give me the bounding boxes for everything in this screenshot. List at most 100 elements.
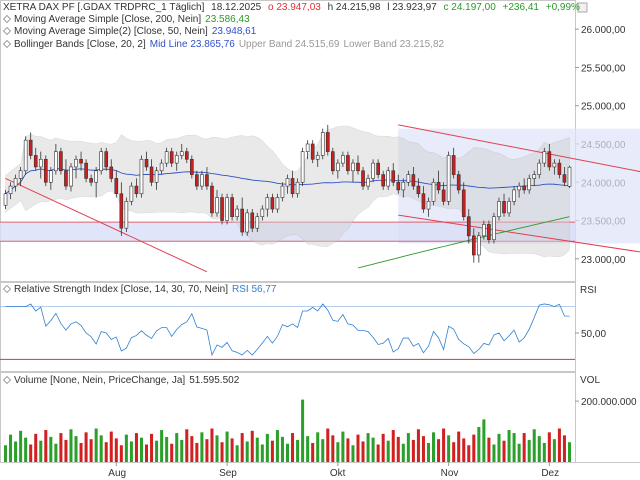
candle-body (144, 158, 149, 168)
bollinger-upper: Upper Band 24.515,69 (238, 39, 340, 50)
volume-bar (391, 430, 395, 462)
candle-body (502, 201, 506, 214)
volume-bar (512, 433, 516, 462)
diamond-icon (3, 15, 11, 24)
candle-body (371, 162, 375, 179)
candle-body (43, 158, 48, 183)
bollinger-legend[interactable]: Bollinger Bands [Close, 20, 2] Mid Line 2… (3, 39, 448, 50)
ma50-value: 23.948,61 (211, 26, 257, 37)
volume-bar (462, 438, 466, 462)
volume-bar (250, 430, 254, 462)
rsi-axis-title: RSI (580, 285, 597, 296)
candle-body (487, 224, 491, 240)
volume-bar (59, 433, 63, 462)
rsi-line (5, 303, 570, 357)
volume-bar (210, 428, 214, 462)
candle-body (456, 174, 461, 191)
volume-bar (457, 431, 461, 462)
volume-bar (507, 430, 511, 462)
bollinger-mid: Mid Line 23.865,76 (149, 39, 235, 50)
candle-body (542, 151, 547, 164)
candle-body (441, 189, 446, 202)
volume-legend[interactable]: Volume [None, Nein, PriceChange, Ja] 51.5… (3, 375, 243, 386)
volume-bar (331, 435, 335, 462)
price-tick-label: 25.500,00 (581, 63, 626, 74)
candle-body (275, 197, 280, 210)
volume-bar (311, 442, 315, 462)
candle-body (512, 189, 516, 202)
change-percent: +0,99% (545, 2, 580, 13)
volume-bar (522, 433, 526, 462)
volume-bar (376, 444, 380, 462)
volume-bar (160, 430, 164, 462)
candle-body (280, 185, 285, 198)
volume-bar (245, 441, 249, 462)
candle-body (431, 181, 436, 202)
candle-body (18, 170, 23, 179)
candle-body (522, 185, 526, 191)
candle-body (290, 178, 295, 195)
candle-body (159, 162, 164, 172)
candle-body (310, 143, 315, 160)
volume-bar (180, 439, 184, 462)
volume-bar (542, 442, 546, 462)
candle-body (527, 178, 532, 191)
price-tick-label: 23.000,00 (581, 255, 626, 266)
candle-body (426, 201, 431, 210)
volume-value: 51.595.502 (189, 375, 240, 386)
candle-body (225, 197, 229, 221)
volume-bar (94, 428, 98, 462)
candle-body (205, 174, 209, 187)
volume-bar (4, 445, 8, 462)
candle-body (396, 181, 401, 191)
volume-bar (406, 433, 410, 462)
ma50-legend[interactable]: Moving Average Simple(2) [Close, 50, Nei… (3, 26, 260, 37)
volume-bar (64, 439, 68, 462)
candle-body (336, 162, 340, 172)
candle-body (179, 151, 184, 156)
volume-bar (361, 441, 365, 462)
price-tick-label: 25.000,00 (581, 102, 626, 113)
volume-bar (432, 432, 436, 462)
candle-body (411, 174, 416, 187)
volume-bar (109, 431, 113, 462)
ma200-legend[interactable]: Moving Average Simple [Close, 200, Nein]… (3, 14, 254, 25)
candle-body (174, 155, 179, 164)
candle-body (79, 158, 83, 164)
volume-bar (275, 430, 279, 462)
candle-body (436, 181, 441, 191)
month-label: Aug (108, 468, 126, 479)
volume-bar (270, 440, 274, 462)
diamond-icon (3, 27, 11, 36)
rsi-tick-label: 50,00 (581, 329, 606, 340)
volume-bar (220, 442, 224, 462)
candle-body (54, 151, 58, 172)
rsi-legend[interactable]: Relative Strength Index [Close, 14, 30, … (3, 284, 281, 295)
volume-bar (517, 443, 521, 462)
candle-body (471, 235, 476, 256)
candle-body (89, 178, 93, 183)
month-label: Sep (219, 468, 237, 479)
volume-bar (185, 429, 189, 462)
volume-bar (260, 444, 264, 462)
ma200-label: Moving Average Simple [Close, 200, Nein] (14, 14, 202, 25)
candle-body (285, 178, 290, 187)
candle-body (245, 212, 250, 233)
volume-bar (89, 439, 93, 462)
rsi-value: RSI 56,77 (232, 284, 277, 295)
volume-bar (49, 436, 53, 462)
candle-body (134, 185, 139, 195)
candle-body (492, 216, 496, 240)
volume-bar (472, 434, 476, 462)
volume-bar (235, 445, 239, 462)
change-value: +236,41 (502, 2, 539, 13)
volume-bar (240, 433, 244, 462)
candle-body (114, 178, 119, 195)
candle-body (532, 174, 537, 179)
support-band (0, 222, 575, 242)
candle-body (59, 151, 63, 172)
volume-bar (442, 428, 446, 462)
instrument-name: XETRA DAX PF [.GDAX TRDPRC_1 Täglich] (3, 2, 205, 13)
volume-bar (437, 439, 441, 462)
candle-body (184, 151, 189, 160)
